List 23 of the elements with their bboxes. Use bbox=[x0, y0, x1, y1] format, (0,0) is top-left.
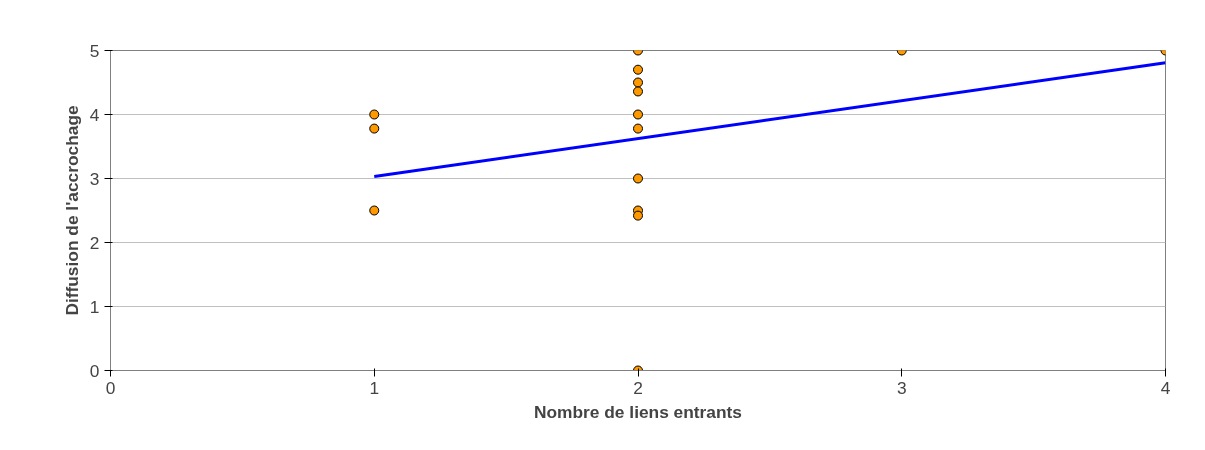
y-tick-label: 1 bbox=[89, 296, 100, 317]
x-tick-label: 1 bbox=[369, 377, 380, 398]
x-axis-title: Nombre de liens entrants bbox=[534, 401, 743, 422]
x-tick-label: 0 bbox=[105, 377, 116, 398]
y-tick-label: 0 bbox=[89, 360, 100, 381]
point bbox=[633, 173, 643, 184]
x-tick-label: 2 bbox=[633, 377, 643, 398]
point bbox=[369, 123, 380, 134]
point bbox=[633, 64, 643, 75]
y-tick-label: 2 bbox=[89, 232, 100, 253]
point bbox=[369, 205, 380, 216]
x-tick-label: 4 bbox=[1160, 377, 1171, 398]
y-tick-label: 3 bbox=[89, 168, 100, 189]
point bbox=[633, 109, 643, 120]
point bbox=[633, 123, 643, 134]
point bbox=[633, 210, 643, 221]
x-tick-label: 3 bbox=[896, 377, 907, 398]
point bbox=[369, 109, 380, 120]
point bbox=[633, 86, 643, 97]
y-tick-label: 5 bbox=[89, 40, 100, 61]
point bbox=[633, 77, 643, 88]
y-tick-label: 4 bbox=[89, 104, 100, 125]
y-axis-title: Diffusion de l'accrochage bbox=[61, 105, 82, 316]
